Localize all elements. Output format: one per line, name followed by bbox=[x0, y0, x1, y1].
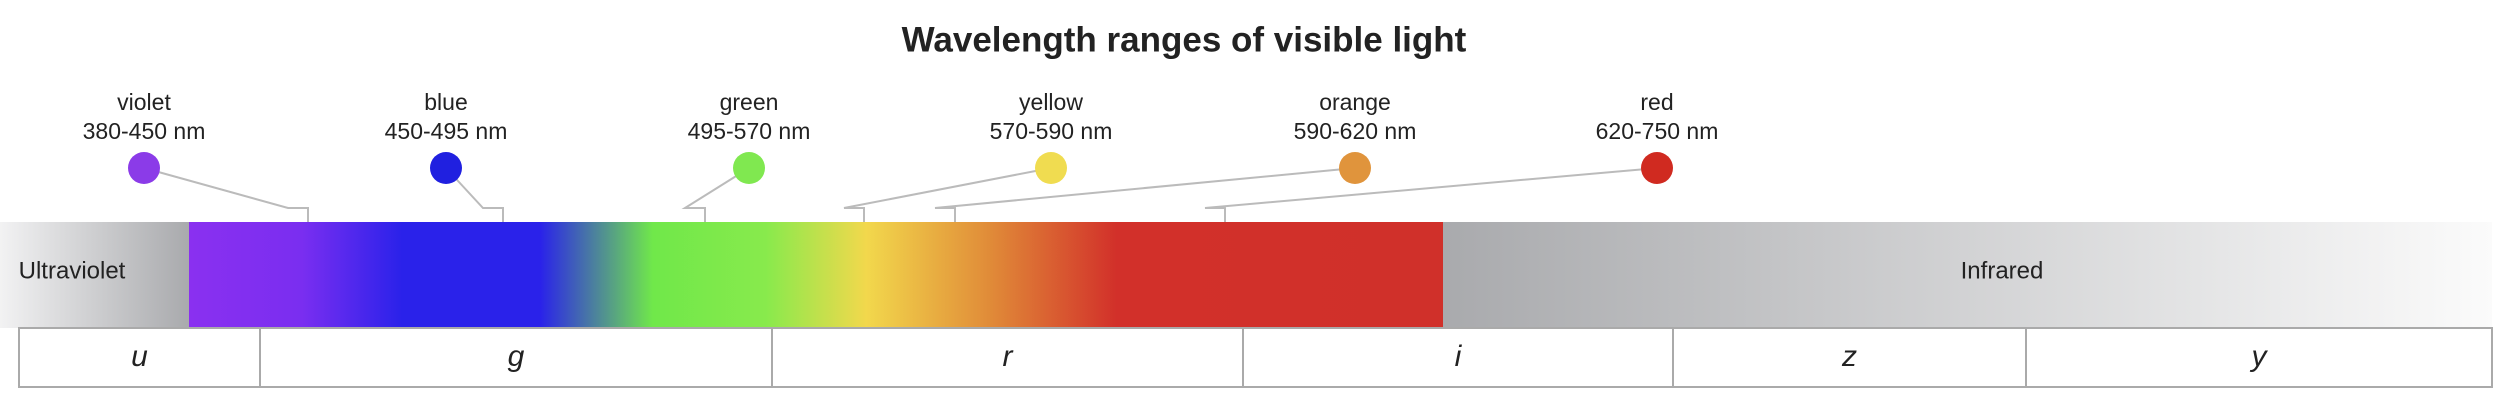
color-dot bbox=[1641, 152, 1673, 184]
color-range: 450-495 nm bbox=[385, 118, 508, 144]
connector bbox=[681, 167, 750, 222]
ultraviolet-label: Ultraviolet bbox=[19, 257, 126, 284]
filter-label: r bbox=[1003, 340, 1014, 373]
color-name: green bbox=[720, 89, 779, 115]
filter-label: i bbox=[1455, 340, 1463, 373]
color-dot bbox=[1035, 152, 1067, 184]
connector bbox=[934, 167, 1356, 222]
color-dot bbox=[733, 152, 765, 184]
ultraviolet-band bbox=[0, 222, 189, 328]
color-dot bbox=[430, 152, 462, 184]
filter-label: z bbox=[1841, 340, 1857, 373]
color-name: yellow bbox=[1019, 89, 1083, 115]
filter-row bbox=[18, 327, 2493, 388]
filter-label: u bbox=[131, 340, 148, 373]
color-range: 620-750 nm bbox=[1596, 118, 1719, 144]
visible-spectrum bbox=[189, 222, 1443, 328]
color-range: 570-590 nm bbox=[990, 118, 1113, 144]
color-name: blue bbox=[424, 89, 467, 115]
dynamic-layer: violet 380-450 nm blue 450-495 nm green 495-5… bbox=[83, 89, 2269, 387]
color-name: violet bbox=[117, 89, 171, 115]
connector bbox=[445, 167, 504, 222]
color-range: 495-570 nm bbox=[688, 118, 811, 144]
connector bbox=[1204, 167, 1658, 222]
connector bbox=[143, 167, 309, 222]
color-range: 590-620 nm bbox=[1294, 118, 1417, 144]
infrared-band bbox=[1443, 222, 2492, 328]
filter-label: y bbox=[2250, 340, 2269, 373]
color-dot bbox=[128, 152, 160, 184]
infrared-label: Infrared bbox=[1961, 257, 2044, 284]
color-name: red bbox=[1640, 89, 1673, 115]
connector bbox=[843, 167, 1052, 222]
color-dot bbox=[1339, 152, 1371, 184]
title: Wavelength ranges of visible light bbox=[902, 20, 1467, 59]
filter-label: g bbox=[508, 340, 525, 373]
color-name: orange bbox=[1319, 89, 1391, 115]
color-range: 380-450 nm bbox=[83, 118, 206, 144]
